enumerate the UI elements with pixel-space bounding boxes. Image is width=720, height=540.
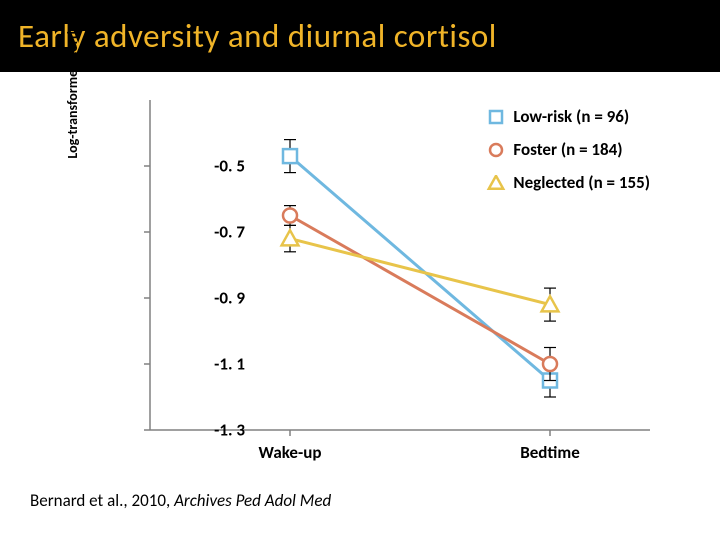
legend-label: Low-risk (n = 96)	[513, 106, 629, 127]
title-bar: Early adversity and diurnal cortisol	[0, 0, 720, 72]
citation-journal: Archives Ped Adol Med	[174, 490, 331, 511]
y-tick-label: -1. 1	[185, 354, 245, 375]
legend-item: Foster (n = 184)	[485, 139, 650, 160]
x-tick-label: Bedtime	[520, 442, 580, 463]
circle-marker-icon	[485, 142, 507, 158]
y-tick-label: -0. 9	[185, 288, 245, 309]
y-tick-label: -0. 5	[185, 156, 245, 177]
legend-item: Low-risk (n = 96)	[485, 106, 650, 127]
legend-label: Neglected (n = 155)	[513, 172, 650, 193]
square-marker-icon	[485, 109, 507, 125]
legend: Low-risk (n = 96) Foster (n = 184) Neglect…	[485, 106, 650, 205]
chart: Log-transformed Cortisol Value (in ug/dl…	[60, 100, 660, 460]
citation: Bernard et al., 2010, Archives Ped Adol …	[30, 490, 331, 511]
y-axis-label: Log-transformed Cortisol Value (in ug/dl…	[64, 0, 81, 190]
x-tick-label: Wake-up	[259, 442, 322, 463]
slide: Early adversity and diurnal cortisol Log…	[0, 0, 720, 540]
y-tick-label: -0. 7	[185, 222, 245, 243]
y-tick-label: -1. 3	[185, 420, 245, 441]
legend-item: Neglected (n = 155)	[485, 172, 650, 193]
legend-label: Foster (n = 184)	[513, 139, 622, 160]
slide-title: Early adversity and diurnal cortisol	[18, 16, 497, 56]
citation-text: Bernard et al., 2010,	[30, 490, 174, 511]
triangle-marker-icon	[485, 175, 507, 191]
